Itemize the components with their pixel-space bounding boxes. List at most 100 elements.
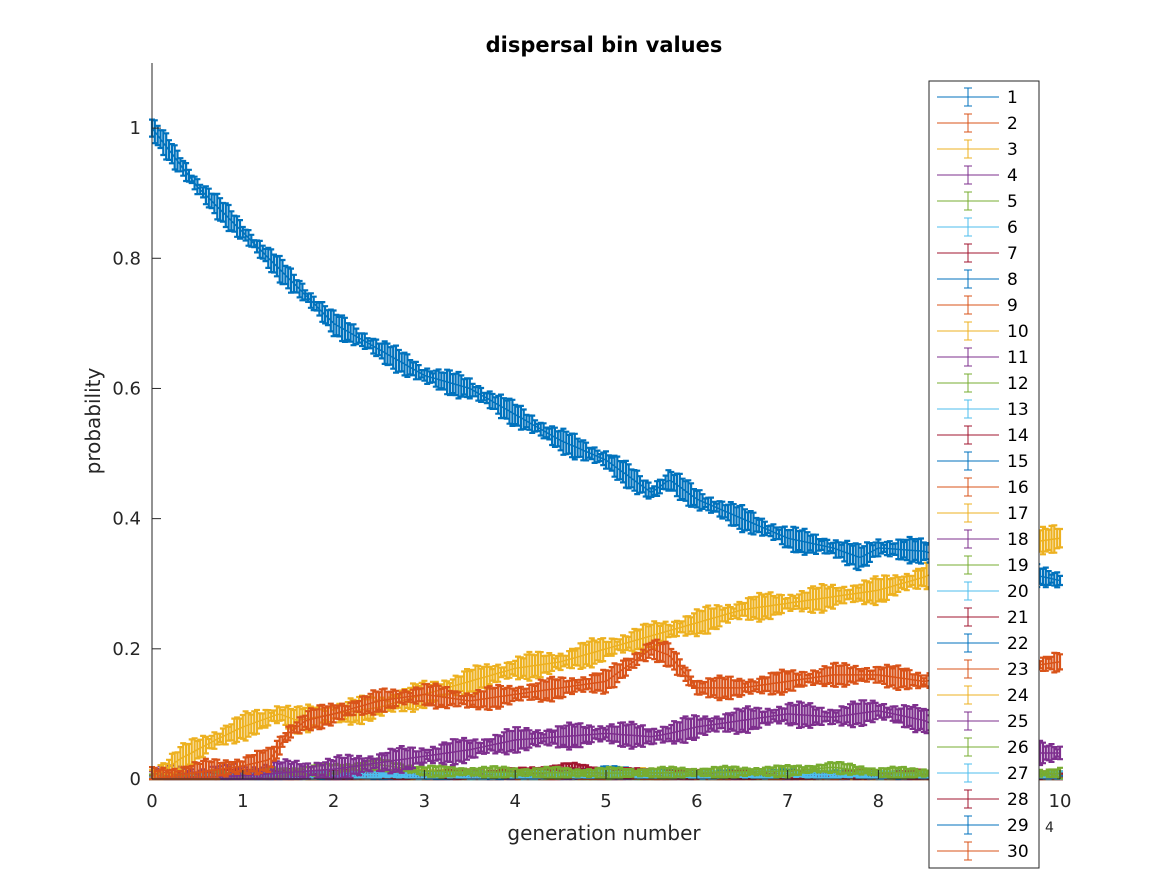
x-tick-label: 7 (782, 791, 793, 812)
legend-label: 19 (1007, 556, 1029, 576)
legend-label: 14 (1007, 426, 1029, 446)
legend-error-bar-icon (964, 711, 972, 731)
legend-error-bar-icon (964, 399, 972, 419)
legend-label: 5 (1007, 192, 1018, 212)
legend-item: 25 (937, 711, 1029, 732)
y-axis-label: probability (81, 367, 105, 474)
x-tick-label: 0 (146, 791, 157, 812)
legend-error-bar-icon (964, 815, 972, 835)
legend-label: 8 (1007, 270, 1018, 290)
x-tick-label: 4 (509, 791, 520, 812)
legend-item: 15 (937, 451, 1029, 472)
legend-label: 1 (1007, 88, 1018, 108)
legend-item: 14 (937, 425, 1029, 446)
legend-error-bar-icon (964, 113, 972, 133)
x-tick-label: 6 (691, 791, 702, 812)
legend-error-bar-icon (964, 139, 972, 159)
legend-label: 18 (1007, 530, 1029, 550)
legend-error-bar-icon (964, 347, 972, 367)
y-tick-label: 0.4 (112, 509, 141, 530)
legend-error-bar-icon (964, 737, 972, 757)
legend-item: 12 (937, 373, 1029, 394)
legend-item: 13 (937, 399, 1029, 420)
legend-item: 9 (937, 295, 1018, 316)
legend-label: 6 (1007, 218, 1018, 238)
legend-label: 30 (1007, 842, 1029, 862)
legend-error-bar-icon (964, 295, 972, 315)
legend-label: 4 (1007, 166, 1018, 186)
legend-error-bar-icon (964, 841, 972, 861)
legend-error-bar-icon (964, 633, 972, 653)
x-axis-exponent: 4 (1045, 820, 1054, 836)
legend-error-bar-icon (964, 503, 972, 523)
legend-label: 22 (1007, 634, 1029, 654)
legend: 1234567891011121314151617181920212223242… (928, 80, 1040, 869)
x-axis-label: generation number (507, 821, 701, 845)
legend-error-bar-icon (964, 373, 972, 393)
legend-item: 27 (937, 763, 1029, 784)
legend-label: 16 (1007, 478, 1029, 498)
legend-item: 26 (937, 737, 1029, 758)
legend-item: 23 (937, 659, 1029, 680)
x-tick-label: 5 (600, 791, 611, 812)
legend-error-bar-icon (964, 763, 972, 783)
y-tick-label: 0 (130, 769, 141, 790)
legend-error-bar-icon (964, 659, 972, 679)
legend-box (928, 80, 1040, 869)
legend-label: 26 (1007, 738, 1029, 758)
legend-item: 3 (937, 139, 1018, 160)
y-tick-label: 1 (130, 118, 141, 139)
y-tick-label: 0.8 (112, 248, 141, 269)
legend-label: 15 (1007, 452, 1029, 472)
legend-label: 3 (1007, 140, 1018, 160)
legend-item: 7 (937, 243, 1018, 264)
x-tick-label: 3 (419, 791, 430, 812)
legend-label: 13 (1007, 400, 1029, 420)
legend-item: 21 (937, 607, 1029, 628)
legend-label: 24 (1007, 686, 1029, 706)
legend-error-bar-icon (964, 529, 972, 549)
y-tick-label: 0.6 (112, 378, 141, 399)
series-2-line (151, 647, 1061, 780)
legend-item: 30 (937, 841, 1029, 862)
y-tick-label: 0.2 (112, 639, 141, 660)
x-tick-label: 10 (1049, 791, 1072, 812)
x-tick-label: 8 (873, 791, 884, 812)
legend-item: 10 (937, 321, 1029, 342)
legend-item: 6 (937, 217, 1018, 238)
legend-error-bar-icon (964, 451, 972, 471)
legend-label: 17 (1007, 504, 1029, 524)
legend-item: 29 (937, 815, 1029, 836)
legend-error-bar-icon (964, 607, 972, 627)
legend-error-bar-icon (964, 581, 972, 601)
legend-label: 12 (1007, 374, 1029, 394)
legend-label: 21 (1007, 608, 1029, 628)
x-tick-label: 2 (328, 791, 339, 812)
legend-item: 1 (937, 87, 1018, 108)
legend-item: 5 (937, 191, 1018, 212)
legend-error-bar-icon (964, 165, 972, 185)
legend-error-bar-icon (964, 555, 972, 575)
legend-error-bar-icon (964, 685, 972, 705)
legend-label: 11 (1007, 348, 1029, 368)
legend-error-bar-icon (964, 789, 972, 809)
legend-label: 29 (1007, 816, 1029, 836)
legend-error-bar-icon (964, 425, 972, 445)
legend-item: 4 (937, 165, 1018, 186)
legend-error-bar-icon (964, 243, 972, 263)
legend-error-bar-icon (964, 269, 972, 289)
legend-item: 11 (937, 347, 1029, 368)
legend-error-bar-icon (964, 87, 972, 107)
legend-label: 9 (1007, 296, 1018, 316)
legend-label: 7 (1007, 244, 1018, 264)
legend-item: 19 (937, 555, 1029, 576)
legend-item: 24 (937, 685, 1029, 706)
legend-label: 10 (1007, 322, 1029, 342)
legend-label: 23 (1007, 660, 1029, 680)
legend-error-bar-icon (964, 477, 972, 497)
series-4-line (151, 709, 1060, 780)
legend-item: 17 (937, 503, 1029, 524)
legend-item: 8 (937, 269, 1018, 290)
legend-error-bar-icon (964, 191, 972, 211)
